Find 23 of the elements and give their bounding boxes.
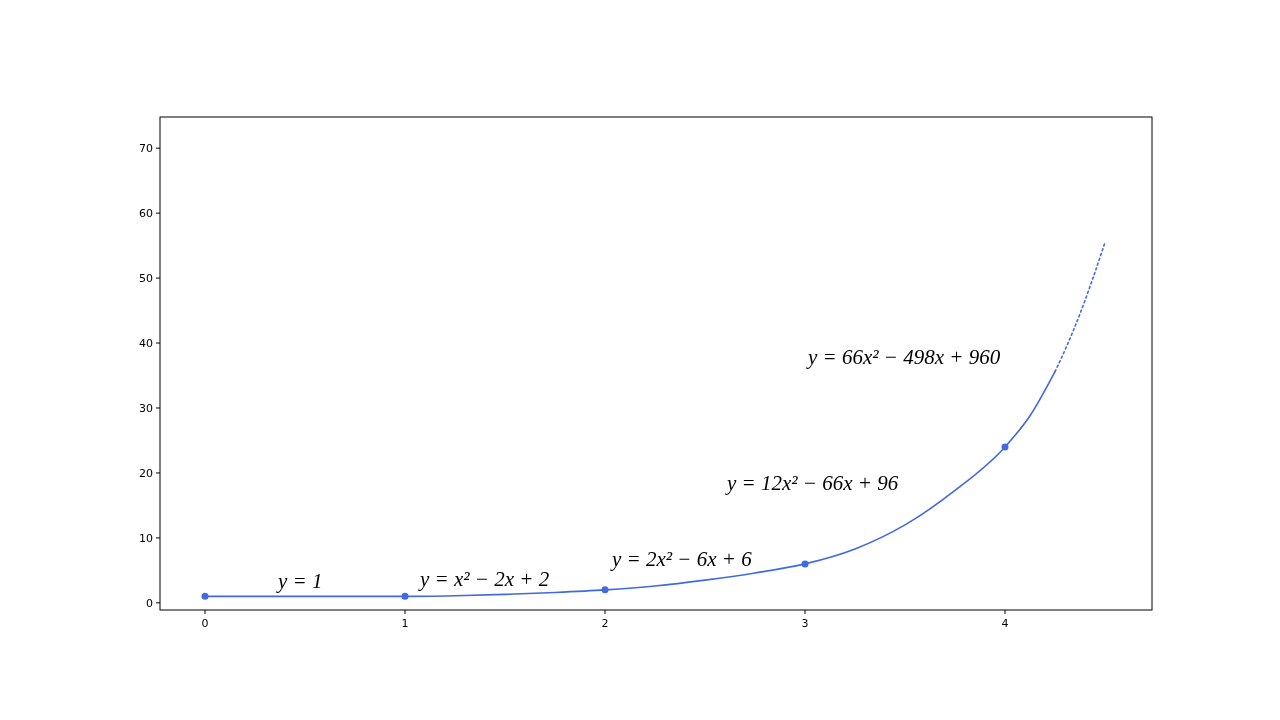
y-tick-label: 30 bbox=[139, 401, 153, 415]
x-tick-label: 4 bbox=[1001, 617, 1009, 630]
y-tick-label: 70 bbox=[139, 142, 153, 156]
y-tick-label: 60 bbox=[139, 207, 153, 221]
annotation: y = x² − 2x + 2 bbox=[418, 567, 550, 591]
point bbox=[801, 560, 809, 568]
x-tick-label: 3 bbox=[801, 617, 809, 630]
annotation: y = 12x² − 66x + 96 bbox=[725, 471, 899, 495]
y-tick-label: 50 bbox=[139, 272, 153, 286]
point bbox=[201, 592, 209, 600]
y-tick-label: 40 bbox=[139, 337, 153, 351]
annotation: y = 66x² − 498x + 960 bbox=[806, 345, 1001, 369]
y-tick-label: 20 bbox=[139, 466, 153, 480]
point bbox=[1001, 443, 1009, 451]
y-tick-label: 10 bbox=[139, 531, 153, 545]
x-tick-label: 1 bbox=[401, 617, 409, 630]
x-tick-label: 0 bbox=[201, 617, 209, 630]
point bbox=[401, 592, 409, 600]
annotation: y = 2x² − 6x + 6 bbox=[610, 547, 753, 571]
annotation: y = 1 bbox=[276, 569, 323, 593]
x-tick-label: 2 bbox=[601, 617, 609, 630]
point bbox=[601, 586, 609, 594]
y-tick-label: 0 bbox=[146, 596, 153, 610]
